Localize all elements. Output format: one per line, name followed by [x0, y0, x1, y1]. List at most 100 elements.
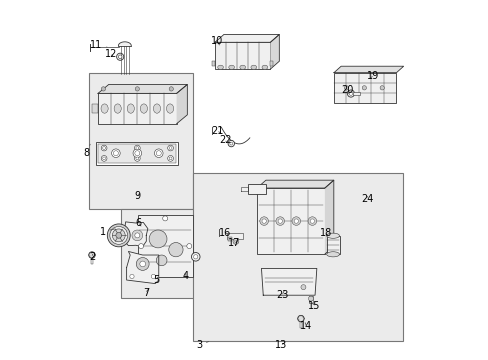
Text: 22: 22 [218, 135, 231, 145]
Bar [353, 92, 359, 95]
Circle shape [101, 145, 107, 151]
Text: 13: 13 [274, 340, 286, 350]
Text: 5: 5 [153, 275, 159, 285]
Bar [215, 42, 270, 69]
Bar [227, 233, 243, 239]
Text: 12: 12 [104, 49, 117, 59]
Ellipse shape [250, 65, 256, 69]
Circle shape [102, 147, 105, 149]
Circle shape [259, 217, 268, 225]
Circle shape [112, 229, 125, 242]
Polygon shape [333, 66, 403, 73]
Text: 18: 18 [319, 228, 331, 238]
Polygon shape [88, 252, 92, 255]
Circle shape [307, 217, 316, 225]
Circle shape [113, 151, 118, 156]
Circle shape [362, 86, 366, 90]
Circle shape [167, 156, 173, 161]
Bar [257, 188, 324, 254]
Ellipse shape [228, 65, 234, 69]
Circle shape [308, 296, 313, 301]
Circle shape [101, 87, 105, 91]
Polygon shape [300, 316, 304, 319]
Polygon shape [270, 35, 279, 69]
Circle shape [118, 55, 122, 59]
Bar [98, 93, 176, 124]
Bar [212, 61, 215, 66]
Circle shape [88, 252, 95, 258]
Ellipse shape [326, 233, 339, 238]
Bar [96, 141, 178, 165]
Circle shape [168, 243, 183, 257]
Circle shape [163, 216, 167, 221]
Bar [89, 73, 192, 208]
Circle shape [275, 217, 284, 225]
Text: 7: 7 [142, 288, 149, 297]
Ellipse shape [217, 65, 223, 69]
Circle shape [107, 224, 130, 247]
Ellipse shape [153, 104, 160, 113]
Polygon shape [257, 180, 333, 188]
Text: 14: 14 [299, 321, 311, 331]
Circle shape [154, 149, 163, 157]
Circle shape [169, 87, 173, 91]
Text: 11: 11 [90, 40, 107, 50]
Circle shape [140, 261, 145, 267]
Text: 10: 10 [210, 36, 223, 46]
Polygon shape [299, 319, 302, 321]
Circle shape [111, 149, 120, 157]
Polygon shape [126, 251, 159, 284]
Text: 15: 15 [307, 301, 320, 311]
Polygon shape [299, 316, 302, 319]
Circle shape [297, 315, 304, 322]
Text: 21: 21 [211, 126, 224, 136]
Ellipse shape [326, 252, 339, 257]
Polygon shape [297, 319, 300, 321]
Text: 20: 20 [341, 85, 353, 95]
Text: 19: 19 [366, 71, 379, 81]
Text: 6: 6 [135, 218, 142, 228]
Ellipse shape [140, 104, 147, 113]
Ellipse shape [114, 104, 121, 113]
Circle shape [344, 86, 348, 90]
Circle shape [309, 219, 314, 223]
Polygon shape [300, 319, 304, 321]
Polygon shape [90, 255, 93, 258]
Circle shape [291, 217, 300, 225]
Circle shape [110, 226, 127, 244]
Circle shape [136, 257, 149, 270]
Circle shape [294, 219, 298, 223]
Bar [326, 236, 339, 254]
Circle shape [262, 219, 266, 223]
Circle shape [169, 157, 172, 160]
Circle shape [346, 90, 354, 97]
Circle shape [233, 239, 238, 244]
Polygon shape [261, 269, 316, 295]
Polygon shape [90, 252, 93, 255]
Circle shape [134, 145, 140, 151]
Circle shape [229, 142, 232, 145]
Circle shape [116, 233, 122, 238]
Circle shape [135, 151, 140, 156]
Circle shape [101, 156, 107, 161]
Circle shape [136, 157, 139, 160]
Circle shape [134, 156, 140, 161]
Circle shape [186, 244, 191, 249]
Circle shape [300, 285, 305, 290]
Bar [91, 258, 93, 264]
Ellipse shape [262, 65, 267, 69]
Circle shape [227, 140, 234, 147]
Circle shape [130, 274, 134, 279]
Bar [333, 73, 396, 103]
Polygon shape [176, 85, 187, 124]
Bar [228, 237, 231, 241]
Circle shape [136, 147, 139, 149]
Bar [121, 208, 203, 298]
Text: 8: 8 [83, 144, 90, 158]
Polygon shape [98, 85, 187, 93]
Polygon shape [122, 222, 147, 247]
Bar [299, 322, 302, 328]
Circle shape [135, 233, 140, 238]
Text: 3: 3 [196, 340, 208, 350]
Circle shape [132, 230, 142, 241]
